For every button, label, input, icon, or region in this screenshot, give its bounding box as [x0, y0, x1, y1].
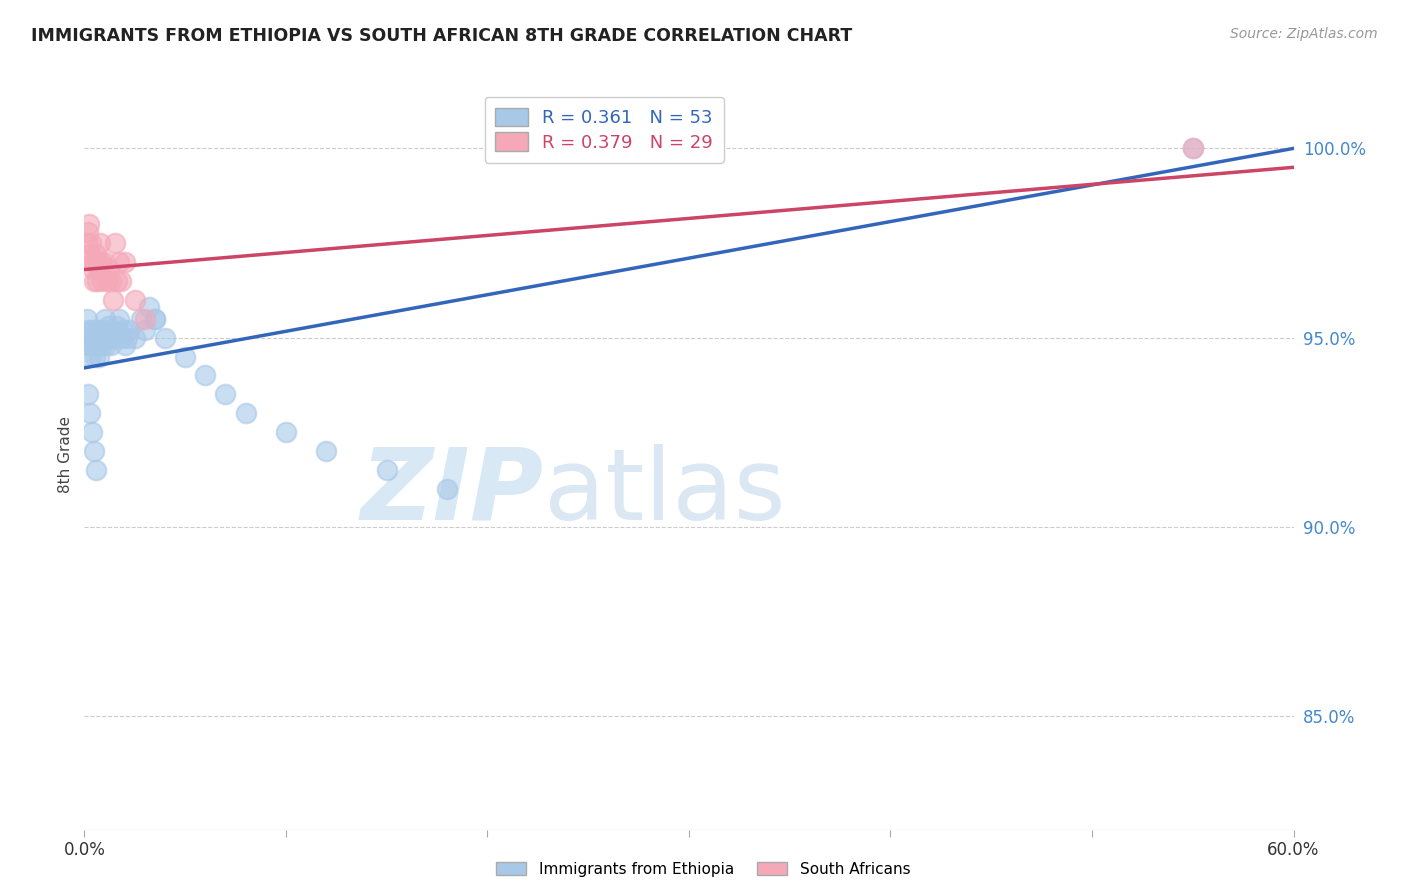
Point	[118, 323, 141, 337]
Point	[79, 217, 101, 231]
Point	[174, 350, 197, 364]
Point	[104, 235, 127, 250]
Point	[86, 274, 108, 288]
Point	[86, 247, 108, 261]
Point	[101, 293, 124, 307]
Point	[79, 338, 101, 352]
Point	[84, 255, 107, 269]
Point	[86, 463, 108, 477]
Point	[82, 425, 104, 440]
Y-axis label: 8th Grade: 8th Grade	[58, 417, 73, 493]
Point	[94, 338, 117, 352]
Text: Source: ZipAtlas.com: Source: ZipAtlas.com	[1230, 27, 1378, 41]
Point	[100, 338, 122, 352]
Point	[87, 330, 110, 344]
Point	[138, 301, 160, 315]
Legend: R = 0.361   N = 53, R = 0.379   N = 29: R = 0.361 N = 53, R = 0.379 N = 29	[485, 97, 724, 162]
Point	[129, 311, 152, 326]
Legend: Immigrants from Ethiopia, South Africans: Immigrants from Ethiopia, South Africans	[488, 854, 918, 884]
Point	[93, 255, 115, 269]
Point	[114, 255, 136, 269]
Point	[91, 274, 114, 288]
Point	[84, 350, 107, 364]
Point	[375, 463, 398, 477]
Point	[91, 338, 114, 352]
Point	[1181, 141, 1204, 155]
Point	[436, 482, 458, 496]
Point	[90, 330, 112, 344]
Point	[96, 330, 118, 344]
Point	[79, 406, 101, 420]
Point	[79, 350, 101, 364]
Point	[96, 274, 118, 288]
Text: IMMIGRANTS FROM ETHIOPIA VS SOUTH AFRICAN 8TH GRADE CORRELATION CHART: IMMIGRANTS FROM ETHIOPIA VS SOUTH AFRICA…	[31, 27, 852, 45]
Point	[82, 255, 104, 269]
Point	[107, 255, 129, 269]
Point	[111, 323, 134, 337]
Point	[89, 235, 111, 250]
Point	[77, 225, 100, 239]
Point	[104, 330, 127, 344]
Point	[89, 323, 111, 337]
Point	[96, 319, 118, 334]
Point	[100, 274, 122, 288]
Point	[76, 311, 98, 326]
Point	[77, 323, 100, 337]
Point	[101, 323, 124, 337]
Point	[83, 274, 105, 288]
Point	[93, 323, 115, 337]
Point	[115, 330, 138, 344]
Point	[143, 311, 166, 326]
Text: atlas: atlas	[544, 444, 786, 541]
Point	[134, 323, 156, 337]
Point	[107, 311, 129, 326]
Point	[89, 350, 111, 364]
Point	[97, 262, 120, 277]
Point	[82, 323, 104, 337]
Point	[153, 330, 176, 344]
Point	[114, 338, 136, 352]
Point	[110, 330, 132, 344]
Point	[143, 311, 166, 326]
Point	[274, 425, 297, 440]
Point	[194, 368, 217, 383]
Point	[1181, 141, 1204, 155]
Point	[90, 255, 112, 269]
Point	[76, 235, 98, 250]
Point	[77, 387, 100, 401]
Point	[124, 330, 146, 344]
Point	[214, 387, 236, 401]
Point	[124, 293, 146, 307]
Point	[83, 444, 105, 458]
Point	[93, 311, 115, 326]
Point	[235, 406, 257, 420]
Point	[89, 262, 111, 277]
Point	[315, 444, 337, 458]
Point	[134, 311, 156, 326]
Point	[80, 235, 103, 250]
Point	[110, 274, 132, 288]
Point	[82, 262, 104, 277]
Point	[79, 247, 101, 261]
Point	[82, 338, 104, 352]
Text: ZIP: ZIP	[361, 444, 544, 541]
Point	[105, 319, 128, 334]
Point	[80, 330, 103, 344]
Point	[105, 274, 128, 288]
Point	[86, 338, 108, 352]
Point	[83, 330, 105, 344]
Point	[86, 323, 108, 337]
Point	[97, 330, 120, 344]
Point	[87, 255, 110, 269]
